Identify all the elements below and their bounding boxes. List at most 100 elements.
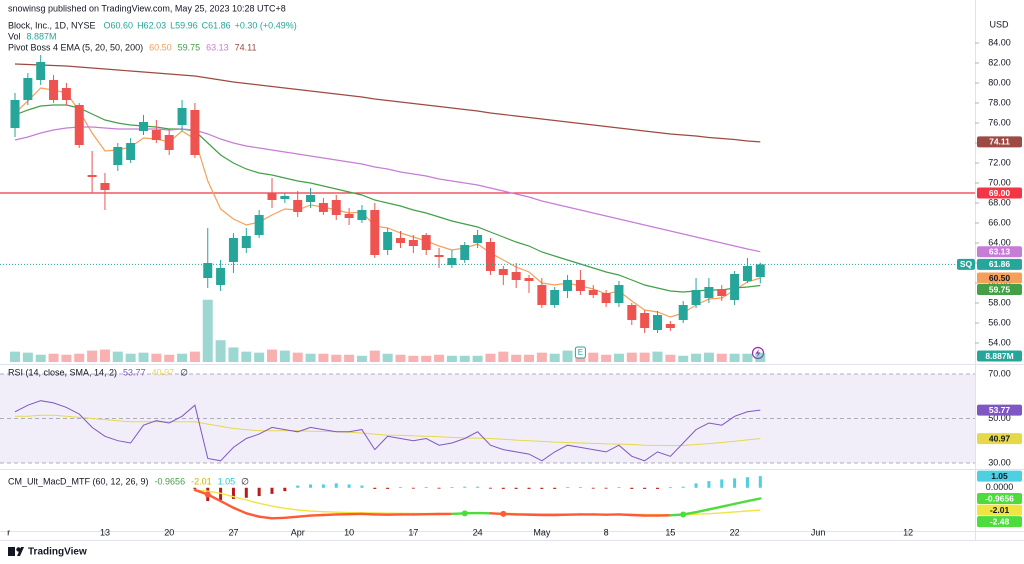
- histogram-bar: [566, 487, 570, 489]
- symbol-badge-bg: [957, 258, 975, 270]
- symbol-badge: SQ: [960, 259, 973, 269]
- candle-body: [113, 147, 123, 165]
- histogram-bar: [681, 486, 685, 488]
- candle-body: [460, 245, 470, 260]
- macd-segment: [245, 512, 261, 518]
- candle-body: [23, 78, 33, 100]
- last-price-badge: 61.86: [989, 259, 1011, 269]
- histogram-bar: [347, 484, 351, 488]
- x-tick-label: 12: [903, 527, 913, 537]
- y-tick-label: 64.00: [988, 237, 1011, 247]
- volume-bar: [382, 353, 393, 362]
- ema-badge: 63.13: [989, 246, 1011, 256]
- rsi-badge: 40.97: [989, 433, 1011, 443]
- candle-body: [704, 287, 714, 298]
- histogram-bar: [643, 487, 647, 489]
- candle-body: [396, 238, 405, 243]
- candle-body: [421, 235, 431, 250]
- candle-body: [87, 175, 97, 177]
- extra-badge: -2.48: [990, 516, 1010, 526]
- signal-badge: -2.01: [990, 505, 1010, 515]
- volume-badge-bg: [977, 350, 1022, 362]
- macd-segment: [232, 506, 248, 515]
- candle-body: [216, 268, 226, 285]
- volume-bar: [331, 354, 342, 362]
- candle-body: [498, 269, 508, 275]
- y-tick-label: 70.00: [988, 368, 1011, 378]
- histogram-bar: [707, 481, 711, 488]
- volume-bar: [446, 355, 457, 362]
- histogram-bar: [257, 487, 261, 497]
- volume-bar: [267, 349, 277, 362]
- candle-body: [344, 214, 354, 218]
- candle-body: [511, 272, 521, 280]
- volume-bar: [279, 350, 290, 362]
- study-legend-value: 63.13: [206, 42, 229, 52]
- last-price-badge-bg: [977, 258, 1022, 270]
- histogram-bar: [360, 485, 364, 488]
- histogram-badge: 1.05: [991, 471, 1008, 481]
- ohlc-legend: C61.86: [202, 20, 231, 30]
- currency-label: USD: [989, 19, 1009, 29]
- volume-bar: [112, 351, 123, 362]
- candle-body: [383, 232, 393, 250]
- volume-bar: [434, 354, 445, 362]
- candle-body: [742, 266, 752, 281]
- candle-body: [575, 280, 585, 291]
- candle-body: [408, 240, 418, 246]
- candle-body: [126, 143, 136, 160]
- rsi-badge-bg: [977, 433, 1022, 445]
- candle-body: [331, 200, 341, 215]
- event-badge: [574, 346, 586, 359]
- macd-segment: [694, 508, 711, 514]
- y-tick-label: 56.00: [988, 317, 1011, 327]
- volume-bar: [228, 347, 239, 362]
- histogram-bar: [424, 487, 428, 489]
- histogram-bar: [758, 476, 762, 488]
- volume-bar: [215, 340, 226, 362]
- y-tick-label: 54.00: [988, 337, 1011, 347]
- y-tick-label: 68.00: [988, 197, 1011, 207]
- histogram-bar: [437, 487, 441, 489]
- rsi-legend-value: 53.77: [123, 367, 146, 377]
- histogram-bar: [283, 487, 287, 492]
- histogram-badge-bg: [977, 470, 1022, 482]
- histogram-bar: [540, 487, 544, 489]
- volume-bar: [151, 353, 162, 362]
- candle-body: [691, 290, 701, 305]
- y-tick-label: 30.00: [988, 457, 1011, 467]
- candle-body: [640, 313, 650, 328]
- macd-segment: [630, 513, 646, 517]
- histogram-bar: [617, 487, 621, 489]
- volume-bar: [22, 352, 33, 362]
- macd-segment: [322, 513, 338, 517]
- x-tick-label: r: [7, 527, 10, 537]
- hline-badge: 69.00: [989, 188, 1011, 198]
- macd-segment: [257, 515, 274, 520]
- volume-bar: [189, 351, 200, 362]
- macd-segment: [296, 514, 312, 518]
- candle-body: [306, 195, 316, 202]
- volume-bar: [292, 352, 303, 362]
- macd-segment: [283, 515, 299, 519]
- rsi-badge: 53.77: [989, 405, 1011, 415]
- candle-body: [473, 235, 483, 243]
- macd-badge-bg: [977, 493, 1022, 505]
- macd-segment: [270, 516, 287, 520]
- candle-body: [434, 255, 444, 257]
- candle-body: [550, 290, 560, 305]
- candle-body: [665, 324, 675, 328]
- candle-body: [36, 62, 46, 80]
- x-tick-label: 15: [665, 527, 675, 537]
- volume-bar: [138, 352, 149, 362]
- volume-bar: [511, 354, 522, 362]
- rsi-line: [14, 400, 761, 462]
- y-tick-label: 76.00: [988, 117, 1011, 127]
- tv-logo: [8, 547, 24, 556]
- footer-brand: TradingView: [28, 547, 87, 558]
- x-tick-label: 22: [730, 527, 740, 537]
- x-tick-label: 27: [228, 527, 238, 537]
- histogram-bar: [270, 487, 274, 494]
- ema-badge: 59.75: [989, 284, 1011, 294]
- x-tick-label: 24: [473, 527, 483, 537]
